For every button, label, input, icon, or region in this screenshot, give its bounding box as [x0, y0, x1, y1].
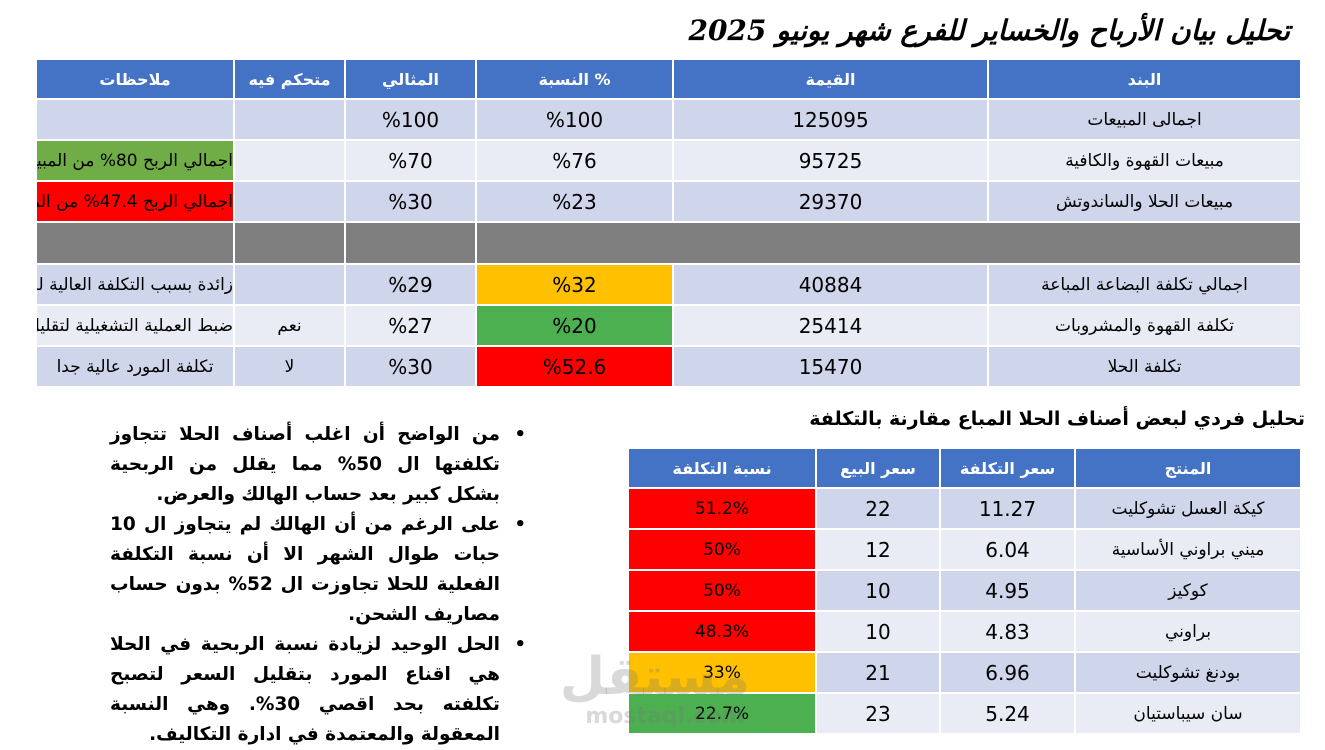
table-row: اجمالى المبيعات 125095 %100 %100 — [34, 98, 1303, 141]
table-row: مبيعات الحلا والساندوتش 29370 %23 %30 اج… — [34, 180, 1303, 223]
row-pct: %32 — [475, 263, 675, 306]
header-ratio: نسبة التكلفة — [627, 447, 817, 489]
row-value: 125095 — [672, 98, 990, 141]
header-ideal: المثالي — [344, 58, 478, 100]
separator-cell — [233, 221, 347, 265]
row-pct: %20 — [475, 304, 675, 347]
note-item: الحل الوحيد لزيادة نسبة الربحية في الحلا… — [110, 630, 530, 750]
row-value: 95725 — [672, 139, 990, 182]
row-cost: 6.96 — [939, 651, 1076, 694]
row-notes: اجمالي الربح 47.4% من المبيعات — [34, 180, 236, 223]
row-ratio: 33% — [627, 651, 817, 694]
page-title: تحليل بيان الأرباح والخساير للفرع شهر يو… — [688, 14, 1290, 47]
separator-row — [34, 221, 1303, 265]
row-product: ميني براوني الأساسية — [1074, 528, 1302, 571]
header-controlled: متحكم فيه — [233, 58, 347, 100]
row-price: 21 — [815, 651, 941, 694]
table-row: تكلفة القهوة والمشروبات 25414 %20 %27 نع… — [34, 304, 1303, 347]
row-value: 15470 — [672, 345, 990, 388]
table-row: كيكة العسل تشوكليت 11.27 22 51.2% — [627, 487, 1302, 530]
row-item: تكلفة القهوة والمشروبات — [987, 304, 1303, 347]
row-price: 12 — [815, 528, 941, 571]
row-price: 10 — [815, 610, 941, 653]
row-pct: %100 — [475, 98, 675, 141]
row-notes: اجمالي الربح 80% من المبيعات — [34, 139, 236, 182]
row-ideal: %30 — [344, 180, 478, 223]
table-header-row: البند القيمة % النسبة المثالي متحكم فيه … — [34, 58, 1303, 100]
row-controlled: لا — [233, 345, 347, 388]
row-ideal: %27 — [344, 304, 478, 347]
row-controlled: نعم — [233, 304, 347, 347]
row-cost: 4.83 — [939, 610, 1076, 653]
row-ideal: %100 — [344, 98, 478, 141]
row-item: اجمالي تكلفة البضاعة المباعة — [987, 263, 1303, 306]
row-ratio: 51.2% — [627, 487, 817, 530]
row-product: براوني — [1074, 610, 1302, 653]
table-row: تكلفة الحلا 15470 %52.6 %30 لا تكلفة الم… — [34, 345, 1303, 388]
row-price: 10 — [815, 569, 941, 612]
row-ideal: %29 — [344, 263, 478, 306]
header-cost: سعر التكلفة — [939, 447, 1076, 489]
row-controlled — [233, 180, 347, 223]
row-cost: 5.24 — [939, 692, 1076, 735]
note-item: من الواضح أن اغلب أصناف الحلا تتجاوز تكل… — [110, 420, 530, 510]
row-product: سان سيباستيان — [1074, 692, 1302, 735]
row-notes: تكلفة المورد عالية جدا — [34, 345, 236, 388]
separator-cell — [34, 221, 236, 265]
row-item: مبيعات القهوة والكافية — [987, 139, 1303, 182]
row-ideal: %30 — [344, 345, 478, 388]
row-controlled — [233, 98, 347, 141]
note-item: على الرغم من أن الهالك لم يتجاوز ال 10 ح… — [110, 510, 530, 630]
row-price: 22 — [815, 487, 941, 530]
notes-list: من الواضح أن اغلب أصناف الحلا تتجاوز تكل… — [110, 420, 530, 750]
table-row: ميني براوني الأساسية 6.04 12 50% — [627, 528, 1302, 571]
row-ratio: 48.3% — [627, 610, 817, 653]
row-notes — [34, 98, 236, 141]
row-item: تكلفة الحلا — [987, 345, 1303, 388]
header-pct: % النسبة — [475, 58, 675, 100]
row-ratio: 50% — [627, 569, 817, 612]
row-ratio: 50% — [627, 528, 817, 571]
table-row: بودنغ تشوكليت 6.96 21 33% — [627, 651, 1302, 694]
table-row: مبيعات القهوة والكافية 95725 %76 %70 اجم… — [34, 139, 1303, 182]
table-row: كوكيز 4.95 10 50% — [627, 569, 1302, 612]
row-item: اجمالى المبيعات — [987, 98, 1303, 141]
row-product: كيكة العسل تشوكليت — [1074, 487, 1302, 530]
row-controlled — [233, 139, 347, 182]
row-cost: 4.95 — [939, 569, 1076, 612]
row-item: مبيعات الحلا والساندوتش — [987, 180, 1303, 223]
table-row: براوني 4.83 10 48.3% — [627, 610, 1302, 653]
row-pct: %76 — [475, 139, 675, 182]
dessert-cost-table: المنتج سعر التكلفة سعر البيع نسبة التكلف… — [627, 447, 1302, 735]
header-value: القيمة — [672, 58, 990, 100]
dessert-section-title: تحليل فردي لبعض أصناف الحلا المباع مقارن… — [809, 408, 1305, 430]
header-item: البند — [987, 58, 1303, 100]
row-product: كوكيز — [1074, 569, 1302, 612]
row-ratio: 22.7% — [627, 692, 817, 735]
row-cost: 11.27 — [939, 487, 1076, 530]
row-pct: %52.6 — [475, 345, 675, 388]
row-notes: ضبط العملية التشغيلية لتقليل الهالك — [34, 304, 236, 347]
header-notes: ملاحظات — [34, 58, 236, 100]
row-controlled — [233, 263, 347, 306]
table-row: اجمالي تكلفة البضاعة المباعة 40884 %32 %… — [34, 263, 1303, 306]
row-pct: %23 — [475, 180, 675, 223]
row-cost: 6.04 — [939, 528, 1076, 571]
header-price: سعر البيع — [815, 447, 941, 489]
row-value: 29370 — [672, 180, 990, 223]
row-product: بودنغ تشوكليت — [1074, 651, 1302, 694]
row-value: 25414 — [672, 304, 990, 347]
separator-cell — [344, 221, 478, 265]
header-product: المنتج — [1074, 447, 1302, 489]
row-price: 23 — [815, 692, 941, 735]
row-notes: زائدة بسبب التكلفة العالية للمأكولات — [34, 263, 236, 306]
row-ideal: %70 — [344, 139, 478, 182]
row-value: 40884 — [672, 263, 990, 306]
separator-cell — [475, 221, 1303, 265]
table-row: سان سيباستيان 5.24 23 22.7% — [627, 692, 1302, 735]
table-header-row: المنتج سعر التكلفة سعر البيع نسبة التكلف… — [627, 447, 1302, 489]
analysis-notes: من الواضح أن اغلب أصناف الحلا تتجاوز تكل… — [110, 420, 530, 750]
profit-loss-table: البند القيمة % النسبة المثالي متحكم فيه … — [34, 58, 1303, 388]
